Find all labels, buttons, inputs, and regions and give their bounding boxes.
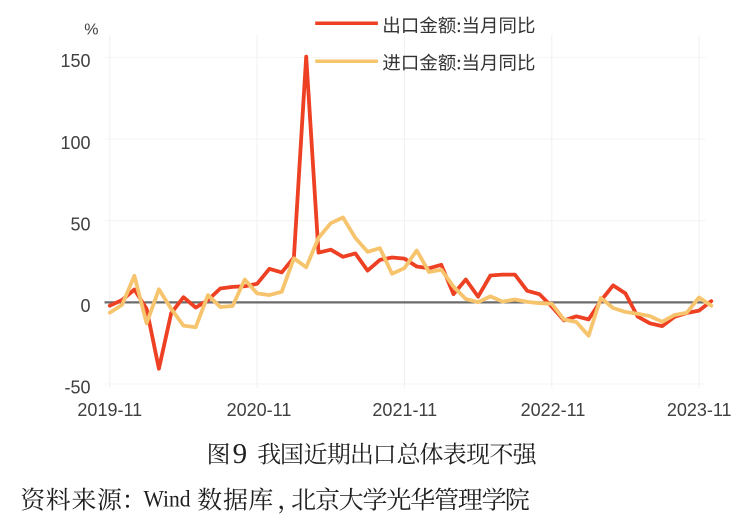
svg-text:150: 150 bbox=[60, 51, 90, 71]
svg-text:-50: -50 bbox=[64, 378, 90, 398]
svg-text:100: 100 bbox=[60, 133, 90, 153]
svg-text:2019-11: 2019-11 bbox=[77, 400, 142, 420]
svg-text:0: 0 bbox=[80, 296, 90, 316]
svg-text:Wind: Wind bbox=[144, 487, 191, 512]
svg-text:2021-11: 2021-11 bbox=[372, 400, 437, 420]
svg-text:%: % bbox=[84, 22, 98, 39]
svg-text:2022-11: 2022-11 bbox=[521, 400, 586, 420]
svg-text:9: 9 bbox=[233, 438, 248, 470]
svg-text:50: 50 bbox=[70, 214, 90, 234]
svg-text:2023-11: 2023-11 bbox=[667, 400, 732, 420]
svg-text:2020-11: 2020-11 bbox=[227, 400, 292, 420]
